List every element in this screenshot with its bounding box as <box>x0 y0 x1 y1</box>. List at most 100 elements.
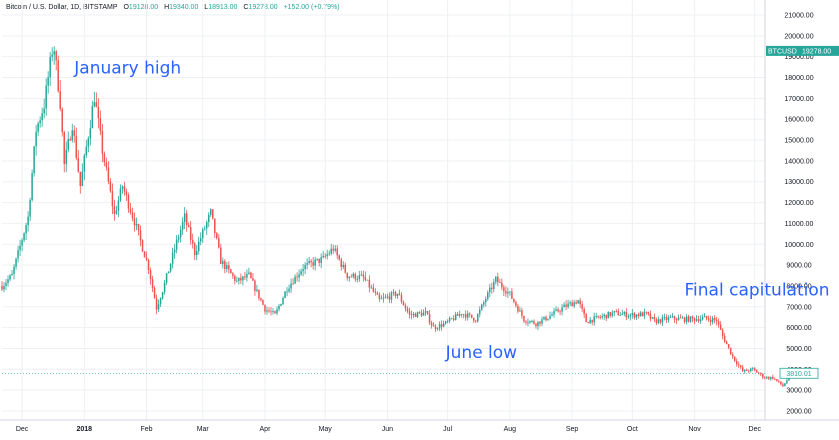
candle-body <box>621 313 624 316</box>
candle-body <box>57 60 59 92</box>
candle-body <box>310 260 312 263</box>
candle-body <box>470 314 473 318</box>
y-tick-label: 2000.00 <box>786 409 811 416</box>
candle-body <box>669 317 672 318</box>
candle-body <box>143 251 146 258</box>
candle-body <box>340 259 343 267</box>
candle-body <box>583 308 585 315</box>
candle-body <box>149 270 152 280</box>
candle-body <box>414 313 417 317</box>
candle-body <box>599 317 601 318</box>
candle-body <box>384 296 387 298</box>
candle-body <box>760 373 762 375</box>
price-tag-value: 19278.00 <box>802 48 831 55</box>
candle-body <box>364 276 367 280</box>
candle-body <box>531 320 533 322</box>
candle-body <box>55 51 57 61</box>
symbol-label[interactable]: Bitcoin / U.S. Dollar, 1D, BITSTAMP <box>6 4 118 11</box>
candle-body <box>195 251 198 256</box>
candle-body <box>228 265 230 270</box>
candle-body <box>717 321 720 325</box>
candle-body <box>41 113 43 121</box>
candle-body <box>553 310 555 315</box>
candle-body <box>73 130 76 136</box>
candle-body <box>1 285 3 290</box>
candle-body <box>605 314 607 319</box>
candle-body <box>579 300 581 305</box>
candle-body <box>330 248 332 254</box>
annotation-label: Final capitulation <box>685 280 830 300</box>
candle-body <box>505 291 507 294</box>
candle-body <box>205 222 208 229</box>
candle-body <box>685 316 688 322</box>
candle-body <box>197 241 200 252</box>
candle-body <box>374 291 377 293</box>
annotation-label: June low <box>445 343 518 363</box>
candle-body <box>661 317 664 323</box>
x-tick-label: 2018 <box>77 426 93 433</box>
candle-body <box>238 277 240 281</box>
candle-body <box>208 214 210 223</box>
candle-body <box>15 258 17 267</box>
candle-body <box>336 248 338 256</box>
candle-body <box>442 323 445 327</box>
candle-body <box>627 316 630 318</box>
candle-body <box>11 273 13 276</box>
candle-body <box>226 265 228 270</box>
candle-body <box>611 312 614 316</box>
candle-body <box>244 276 246 278</box>
candle-body <box>687 316 690 322</box>
candle-body <box>103 153 106 163</box>
candle-body <box>719 324 722 330</box>
candle-body <box>715 319 718 322</box>
candle-body <box>352 273 355 277</box>
candle-body <box>342 264 345 267</box>
candle-body <box>21 240 23 246</box>
candle-body <box>434 326 437 329</box>
candle-body <box>382 297 385 299</box>
annotation-label: January high <box>73 58 181 78</box>
candle-body <box>410 314 413 316</box>
candle-body <box>432 325 435 327</box>
candle-body <box>203 228 206 230</box>
candle-body <box>210 209 212 215</box>
candle-body <box>338 255 341 260</box>
candle-body <box>515 301 517 306</box>
candle-body <box>157 304 160 310</box>
close-value: 19278.00 <box>248 4 278 11</box>
open-value: 19128.00 <box>128 4 159 11</box>
candle-body <box>356 279 359 280</box>
candle-body <box>348 276 351 279</box>
candle-body <box>332 248 334 251</box>
candle-body <box>655 319 658 324</box>
candle-body <box>137 223 140 231</box>
close-label: C <box>243 4 249 11</box>
candle-body <box>121 186 124 189</box>
candle-body <box>95 102 98 108</box>
y-tick-label: 11000.00 <box>785 221 814 228</box>
candle-body <box>246 273 248 278</box>
candle-body <box>161 292 164 299</box>
change-value: +152.00 (+0.79%) <box>283 4 340 11</box>
candle-body <box>199 238 202 242</box>
candle-body <box>318 258 320 263</box>
x-tick-label: Nov <box>688 426 701 433</box>
candle-body <box>677 317 680 321</box>
candle-body <box>507 291 509 294</box>
candle-body <box>491 287 493 290</box>
candle-body <box>264 304 266 312</box>
candle-body <box>65 149 67 164</box>
candle-body <box>727 344 730 348</box>
candle-body <box>446 321 449 322</box>
candle-body <box>59 91 61 109</box>
candle-body <box>653 317 656 320</box>
candle-body <box>398 293 401 296</box>
y-tick-label: 16000.00 <box>784 117 813 124</box>
candle-body <box>567 303 569 307</box>
candle-body <box>639 312 642 317</box>
candle-body <box>533 320 535 324</box>
candle-body <box>284 291 286 299</box>
candle-body <box>557 309 559 312</box>
candle-body <box>370 287 373 289</box>
